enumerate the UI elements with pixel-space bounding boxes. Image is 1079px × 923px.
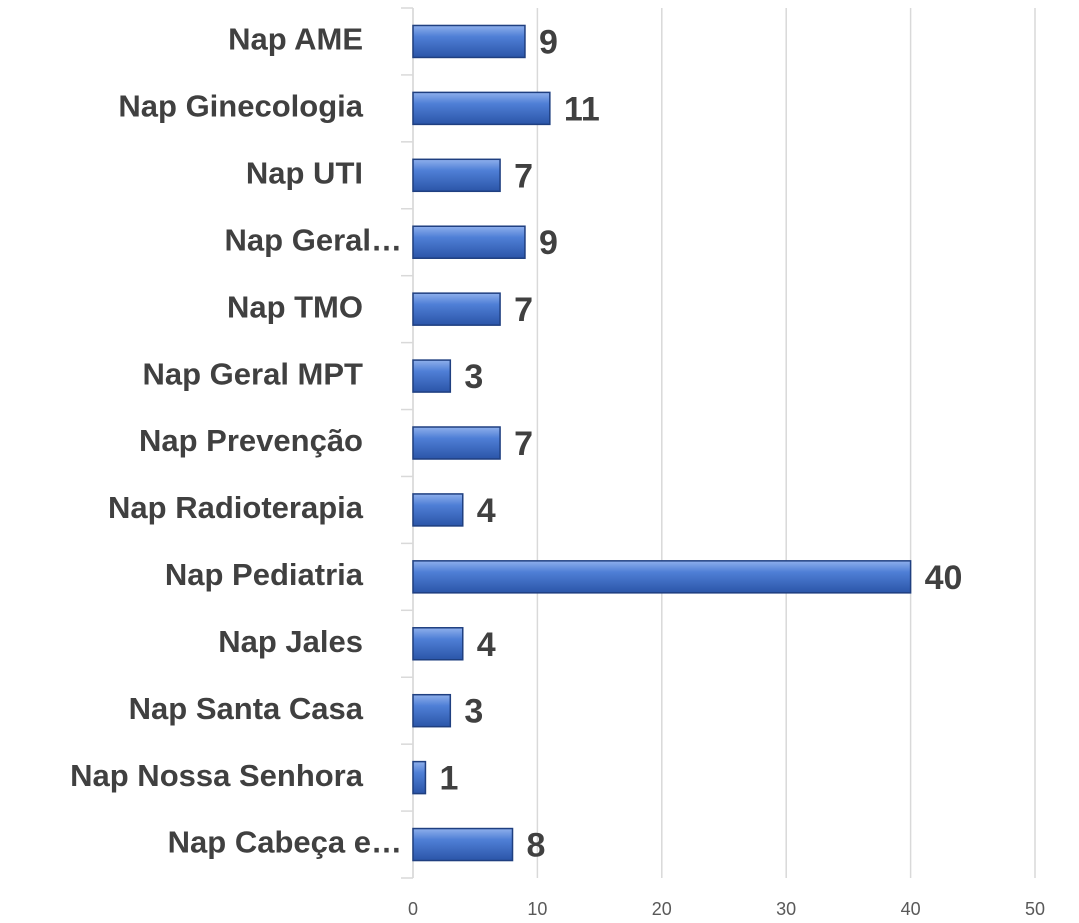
bar xyxy=(412,560,912,594)
y-tick-label: Nap Cabeça e… xyxy=(168,825,402,860)
y-tick-label: Nap TMO xyxy=(227,289,363,324)
data-label: 11 xyxy=(564,90,600,128)
y-tick-label: Nap Prevenção xyxy=(139,423,363,458)
y-tick-label: Nap Geral… xyxy=(225,222,402,257)
y-tick-label: Nap Santa Casa xyxy=(129,691,364,726)
x-tick-label: 10 xyxy=(527,899,547,919)
x-tick-label: 30 xyxy=(776,899,796,919)
data-label: 7 xyxy=(514,291,533,329)
data-label: 7 xyxy=(514,425,533,463)
x-tick-label: 50 xyxy=(1025,899,1045,919)
bar xyxy=(412,693,452,728)
y-tick-label: Nap UTI xyxy=(246,155,363,190)
bar xyxy=(412,158,501,193)
data-label: 8 xyxy=(527,827,546,865)
bar xyxy=(412,760,427,795)
bar xyxy=(412,827,514,862)
y-tick-label: Nap Nossa Senhora xyxy=(70,758,364,793)
data-label: 7 xyxy=(514,157,533,195)
x-tick-label: 20 xyxy=(652,899,672,919)
data-label: 9 xyxy=(539,224,558,262)
bar xyxy=(412,24,526,59)
bar xyxy=(412,426,501,460)
x-tick-label: 40 xyxy=(901,899,921,919)
x-tick-label: 0 xyxy=(408,899,418,919)
y-tick-label: Nap Jales xyxy=(218,624,363,659)
bar xyxy=(412,627,464,661)
y-tick-label: Nap Pediatria xyxy=(165,557,364,592)
bar xyxy=(412,359,452,393)
y-tick-label: Nap AME xyxy=(228,22,363,57)
bar xyxy=(412,225,526,259)
data-label: 40 xyxy=(925,559,963,597)
y-tick-label: Nap Radioterapia xyxy=(108,490,364,525)
y-tick-label: Nap Geral MPT xyxy=(143,356,364,391)
data-label: 3 xyxy=(464,358,483,396)
data-label: 3 xyxy=(464,693,483,731)
y-tick-label: Nap Ginecologia xyxy=(118,89,363,124)
data-label: 4 xyxy=(477,492,496,530)
bar xyxy=(412,91,551,126)
data-label: 9 xyxy=(539,23,558,61)
bar xyxy=(412,292,501,326)
bar xyxy=(412,493,464,527)
data-label: 1 xyxy=(439,760,458,798)
data-label: 4 xyxy=(477,626,496,664)
